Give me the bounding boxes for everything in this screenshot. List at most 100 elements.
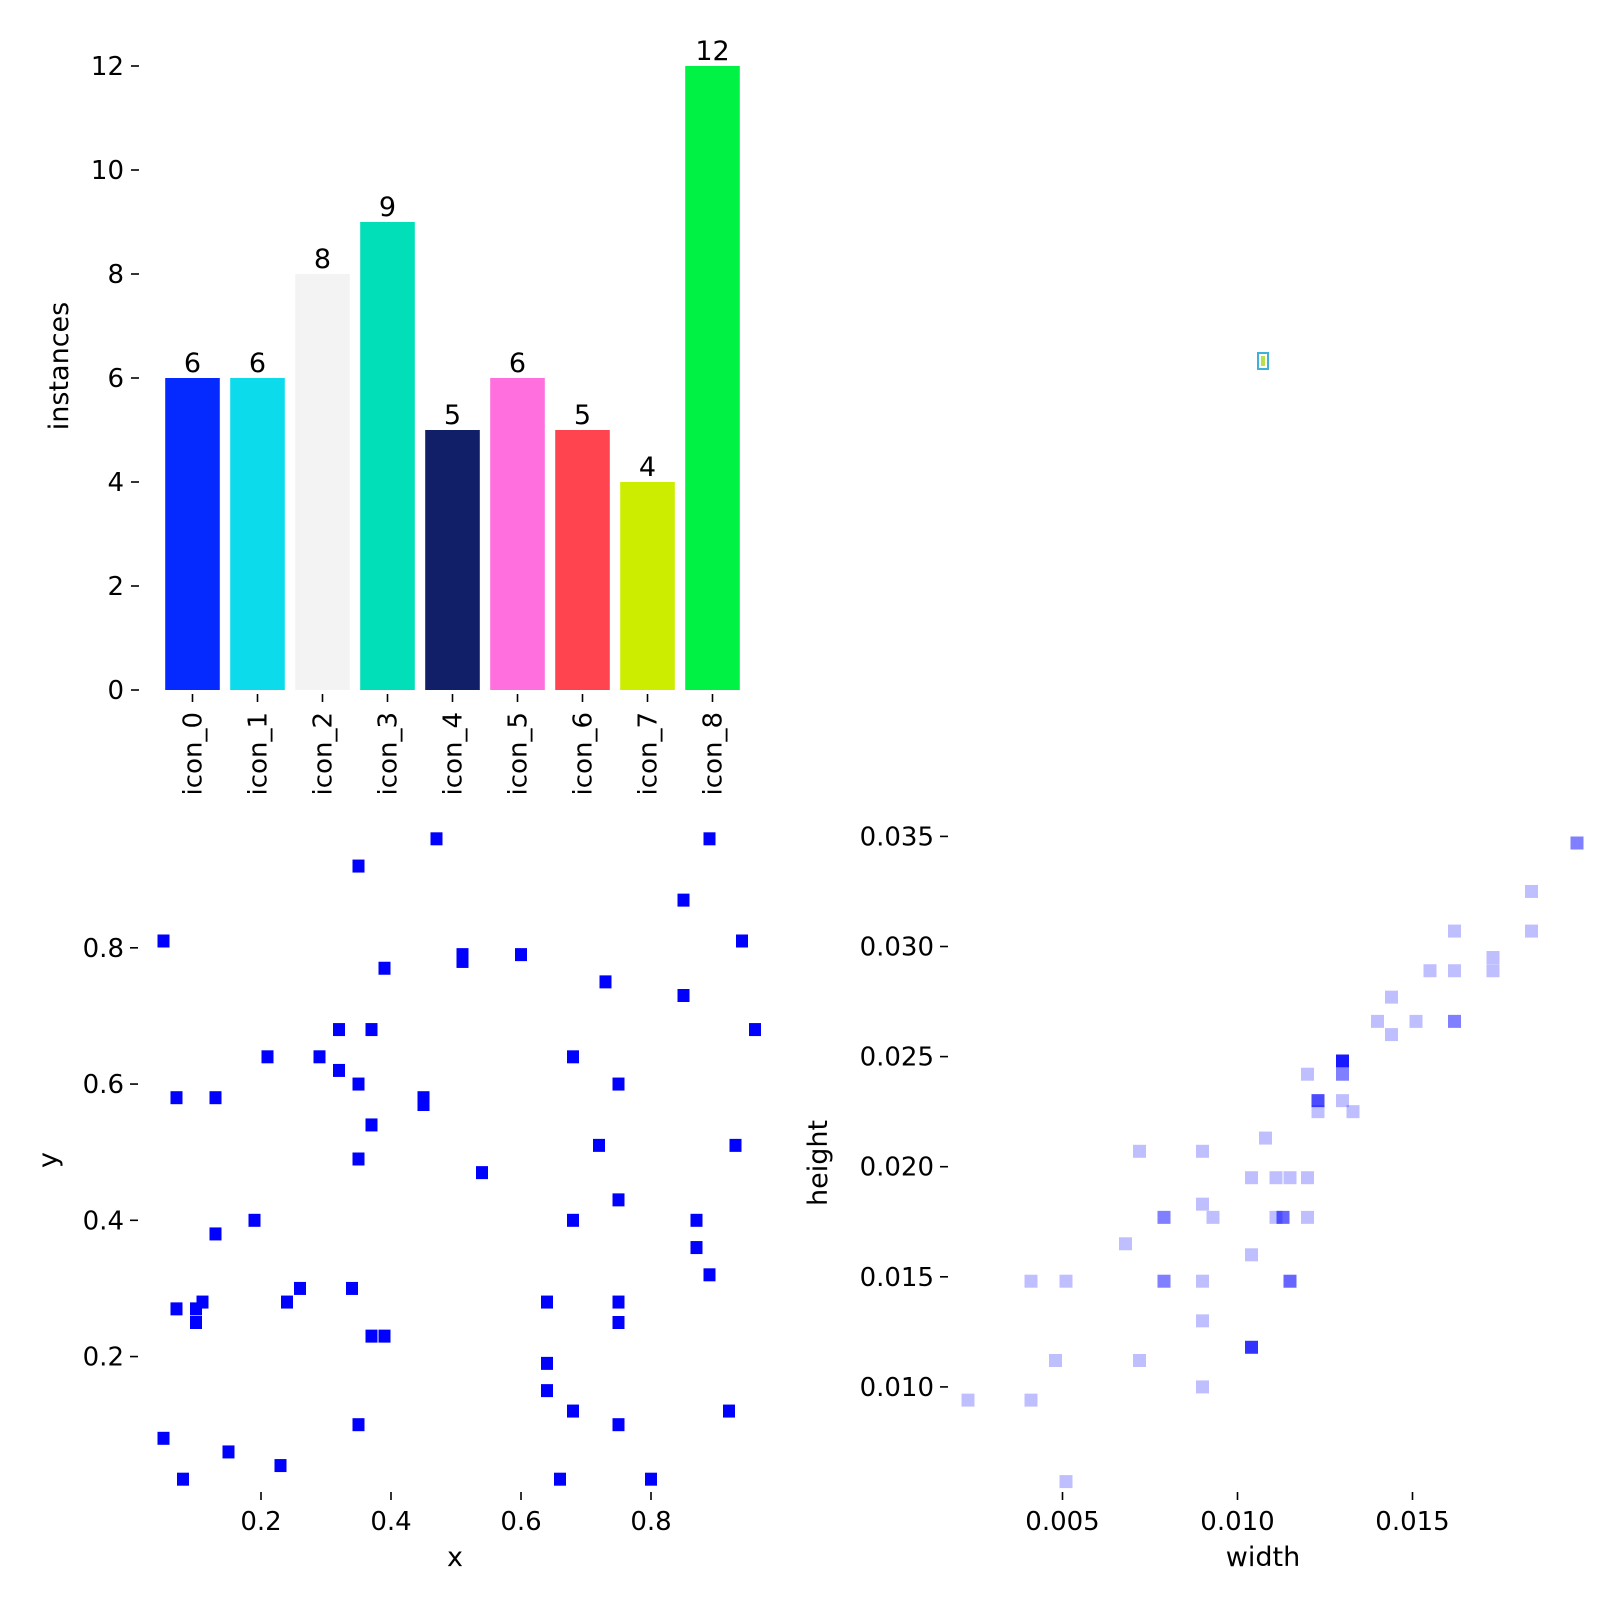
bar-value-label: 5	[574, 400, 591, 431]
xy-cell	[274, 1459, 287, 1473]
xy-xlabel: x	[447, 1542, 463, 1573]
bar	[555, 430, 610, 690]
xy-cell	[352, 859, 365, 873]
wh-cell	[1157, 1274, 1171, 1288]
xy-cell	[177, 1472, 189, 1486]
xy-xtick-label: 0.6	[500, 1507, 541, 1537]
xy-cell	[703, 832, 716, 846]
xy-cell	[541, 1384, 553, 1398]
wh-ytick-label: 0.015	[860, 1263, 934, 1293]
xy-cell	[365, 1023, 378, 1037]
wh-cell	[1525, 924, 1538, 938]
xy-cell	[612, 1193, 625, 1207]
bar-ytick-label: 0	[107, 676, 124, 706]
wh-cell	[1276, 1210, 1290, 1224]
xy-cell	[612, 1077, 625, 1091]
box-outline-marker	[1257, 352, 1269, 370]
xy-cell	[157, 1431, 170, 1445]
xy-ytick-label: 0.6	[83, 1070, 124, 1100]
bar-value-label: 4	[639, 452, 656, 483]
wh-cell	[1311, 1105, 1325, 1119]
wh-ytick-label: 0.025	[860, 1043, 934, 1073]
wh-cell	[1245, 1171, 1258, 1185]
wh-cell	[1059, 1274, 1073, 1288]
bar-xtick-label: icon_3	[374, 712, 404, 795]
xy-cell	[352, 1152, 365, 1166]
wh-cell	[1336, 1054, 1349, 1068]
xy-cell	[567, 1050, 579, 1064]
bar-xtick-label: icon_1	[244, 712, 274, 795]
wh-cell	[1196, 1314, 1209, 1328]
wh-cell	[1196, 1274, 1209, 1288]
wh-cell	[1283, 1171, 1297, 1185]
xy-cell	[541, 1356, 553, 1370]
bar-xtick-label: icon_0	[179, 712, 209, 795]
wh-cell	[1371, 1014, 1384, 1028]
bar	[165, 378, 220, 690]
xy-cell	[209, 1227, 222, 1241]
wh-cell	[961, 1393, 975, 1407]
bar	[425, 430, 480, 690]
xy-cell	[352, 1418, 365, 1432]
xy-cell	[346, 1281, 358, 1295]
xy-cell	[541, 1295, 553, 1309]
wh-cell	[1133, 1144, 1146, 1158]
xy-xtick-label: 0.2	[240, 1507, 281, 1537]
bar	[685, 66, 740, 690]
xy-cell	[333, 1023, 345, 1037]
wh-cell	[1346, 1105, 1360, 1119]
xy-cell	[554, 1472, 566, 1486]
xy-heatmap: x y 0.2 0.4 0.6 0.8 0.2 0.4 0.6 0.8	[33, 832, 761, 1573]
wh-cell	[1570, 836, 1584, 850]
wh-cell	[1119, 1237, 1132, 1251]
wh-cell	[1525, 884, 1538, 898]
xy-cell	[567, 1213, 579, 1227]
xy-cell	[599, 975, 612, 989]
wh-cell	[1059, 1475, 1073, 1489]
wh-cell	[1385, 990, 1398, 1004]
wh-cell	[1448, 924, 1461, 938]
wh-cell	[1336, 1067, 1349, 1081]
xy-cell	[677, 989, 690, 1002]
wh-ytick-label: 0.030	[860, 933, 934, 963]
xy-cell	[703, 1268, 716, 1282]
wh-cell	[1196, 1144, 1209, 1158]
xy-cell	[515, 948, 527, 962]
wh-cell	[1385, 1028, 1398, 1042]
xy-cell	[170, 1091, 183, 1105]
bar-xtick-label: icon_6	[569, 712, 599, 795]
wh-cell	[1486, 964, 1500, 978]
xy-cell	[567, 1404, 579, 1418]
wh-cell	[1409, 1014, 1423, 1028]
bar-value-label: 12	[695, 36, 729, 67]
xy-cell	[476, 1166, 488, 1180]
xy-xtick-label: 0.4	[370, 1507, 411, 1537]
bar	[295, 274, 350, 690]
xy-cell	[248, 1213, 261, 1227]
wh-cell	[1245, 1248, 1258, 1262]
xy-ylabel: y	[33, 1152, 64, 1168]
wh-cell	[1448, 1014, 1461, 1028]
wh-cell	[1448, 964, 1461, 978]
bar-value-label: 6	[184, 348, 201, 379]
xy-cell	[749, 1023, 761, 1037]
bar-xtick-label: icon_4	[439, 712, 469, 795]
wh-cell	[1206, 1210, 1220, 1224]
wh-cell	[1049, 1353, 1062, 1367]
wh-cell	[1301, 1067, 1314, 1081]
wh-cell	[1133, 1353, 1146, 1367]
xy-cell	[365, 1118, 378, 1132]
xy-cell	[593, 1138, 605, 1152]
xy-ytick-label: 0.8	[83, 934, 124, 964]
bar-value-label: 6	[509, 348, 526, 379]
box-center-marker	[1261, 356, 1265, 366]
wh-cell	[1196, 1380, 1209, 1394]
bar-ytick-label: 10	[91, 156, 124, 186]
xy-ytick-label: 0.4	[83, 1206, 124, 1236]
wh-cell	[1283, 1274, 1297, 1288]
bar-xtick-label: icon_7	[634, 712, 664, 795]
xy-cell	[690, 1213, 703, 1227]
wh-cell	[1301, 1210, 1314, 1224]
width-height-heatmap: width height 0.005 0.010 0.015 0.010 0.015 0.…	[803, 822, 1584, 1573]
